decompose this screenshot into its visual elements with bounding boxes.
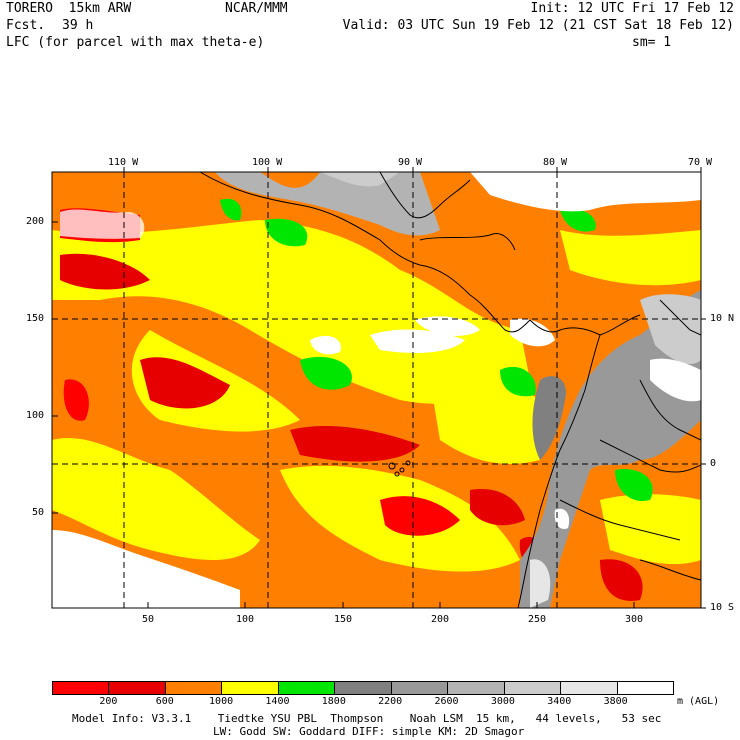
legend-label: 3800 [603,696,628,707]
legend-swatch [277,682,335,694]
legend-label: 2200 [378,696,403,707]
y-tick-150: 150 [26,313,45,324]
legend-swatch [616,682,673,694]
lat-label-0: 0 [710,458,717,469]
y-tick-200: 200 [26,216,45,227]
lon-label-80w: 80 W [543,157,568,168]
y-tick-50: 50 [32,507,45,518]
x-tick-100: 100 [235,614,255,625]
x-tick-250: 250 [527,614,547,625]
color-legend [52,681,674,695]
lat-label-10n: 10 N [710,313,735,324]
lat-label-10s: 10 S [710,602,735,613]
legend-label: 1800 [321,696,346,707]
smoothing-value: sm= 1 [632,35,672,50]
legend-label: 600 [155,696,174,707]
legend-label: 1000 [209,696,234,707]
legend-swatch [560,682,617,694]
x-tick-200: 200 [430,614,450,625]
legend-swatch [164,682,222,694]
init-time: Init: 12 UTC Fri 17 Feb 12 [530,1,735,16]
legend-unit: m (AGL) [677,696,720,707]
lon-label-70w: 70 W [688,157,713,168]
field-shading [52,172,701,608]
lat-lon-grid [52,172,701,608]
x-tick-300: 300 [624,614,644,625]
model-info: Model Info: V3.3.1 Tiedtke YSU PBL Thomp… [72,712,662,725]
legend-label: 3400 [547,696,572,707]
legend-swatch [447,682,504,694]
legend-label: 2600 [434,696,459,707]
legend-label: 200 [99,696,118,707]
forecast-label: Fcst. [6,18,46,33]
valid-time: Valid: 03 UTC Sun 19 Feb 12 (21 CST Sat … [342,18,734,33]
legend-swatch [221,682,278,694]
legend-swatch [503,682,561,694]
lon-label-110w: 110 W [108,157,139,168]
organization: NCAR/MMM [225,1,288,16]
lon-label-100w: 100 W [252,157,283,168]
field-name: LFC (for parcel with max theta-e) [6,35,265,50]
legend-swatch [390,682,448,694]
legend-swatch [53,682,109,694]
physics-info: LW: Godd SW: Goddard DIFF: simple KM: 2D… [213,725,525,738]
legend-label: 3000 [490,696,515,707]
legend-swatch [334,682,391,694]
coastlines [199,172,701,608]
legend-label: 1400 [265,696,290,707]
map-frame [51,171,702,609]
x-tick-150: 150 [333,614,353,625]
legend-swatch [108,682,165,694]
y-tick-100: 100 [26,410,45,421]
tick-marks [52,167,706,609]
lon-label-90w: 90 W [398,157,423,168]
galapagos-islands [388,460,411,477]
x-tick-50: 50 [141,614,155,625]
forecast-hours: 39 h [62,18,94,33]
model-name: TORERO 15km ARW [6,1,132,16]
